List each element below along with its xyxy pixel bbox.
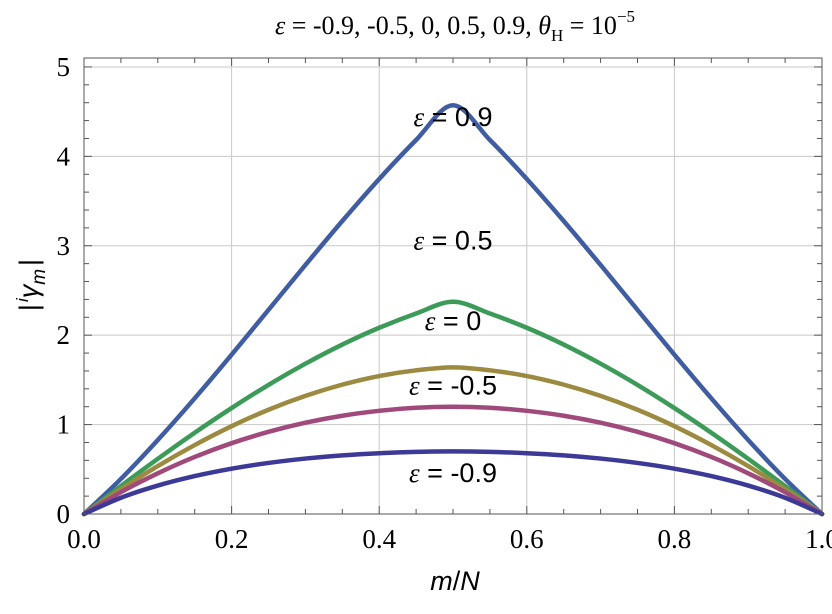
x-tick-label: 1.0 <box>805 524 832 554</box>
title-epsilon-values: = -0.9, -0.5, 0, 0.5, 0.9, <box>285 11 538 40</box>
series-line-eps-0.9 <box>81 102 825 517</box>
x-label-n: N <box>460 566 480 596</box>
x-tick-label: 0.4 <box>362 524 396 554</box>
series-labels: ε = 0.9 ε = 0.5 ε = 0 ε = -0.5 ε = -0.9 <box>409 102 497 488</box>
plot-frame <box>83 57 823 515</box>
x-axis-label: m/N <box>430 566 480 596</box>
y-label-bar-right: | <box>14 259 44 266</box>
series-label-eps--0.9: ε = -0.9 <box>409 458 497 488</box>
title-equals-ten: = 10 <box>563 11 617 40</box>
y-label-subscript-m: m <box>29 269 50 285</box>
x-tick-label: 0.2 <box>215 524 249 554</box>
y-label-bar-left: | <box>14 304 44 311</box>
series-line-eps--0.5 <box>81 404 825 517</box>
y-label-superscript-i: i <box>13 297 32 302</box>
y-tick-label: 4 <box>57 141 71 171</box>
x-tick-label: 0.0 <box>67 524 101 554</box>
y-axis-ticks: 0 1 2 3 4 5 <box>57 52 71 529</box>
series-label-eps-0.5: ε = 0.5 <box>414 226 493 256</box>
y-tick-label: 0 <box>57 499 71 529</box>
title-exponent: −5 <box>617 7 635 26</box>
series-label-eps--0.5: ε = -0.5 <box>409 370 497 400</box>
series-line-eps-0 <box>81 365 825 517</box>
x-label-m: m <box>430 566 453 596</box>
y-label-gamma: γ <box>14 283 44 298</box>
y-tick-label: 5 <box>57 52 71 82</box>
y-tick-label: 1 <box>57 410 71 440</box>
series-line-eps-0.5 <box>81 299 825 517</box>
series-label-eps-0.9: ε = 0.9 <box>414 102 493 132</box>
x-tick-label: 0.8 <box>658 524 692 554</box>
series-lines <box>81 102 825 517</box>
title-theta-symbol: θ <box>538 11 551 40</box>
y-tick-label: 2 <box>57 320 71 350</box>
series-line-eps--0.9 <box>81 449 825 517</box>
y-tick-label: 3 <box>57 231 71 261</box>
x-label-slash: / <box>453 566 461 596</box>
title-epsilon-symbol: ε <box>275 11 286 40</box>
series-label-eps-0: ε = 0 <box>425 306 481 336</box>
title-theta-subscript: H <box>551 26 563 45</box>
x-axis-ticks: 0.0 0.2 0.4 0.6 0.8 1.0 <box>67 524 832 554</box>
x-tick-label: 0.6 <box>510 524 544 554</box>
y-axis-label: | iγm | <box>13 259 50 311</box>
chart-title: ε = -0.9, -0.5, 0, 0.5, 0.9, θH = 10−5 <box>275 7 635 45</box>
